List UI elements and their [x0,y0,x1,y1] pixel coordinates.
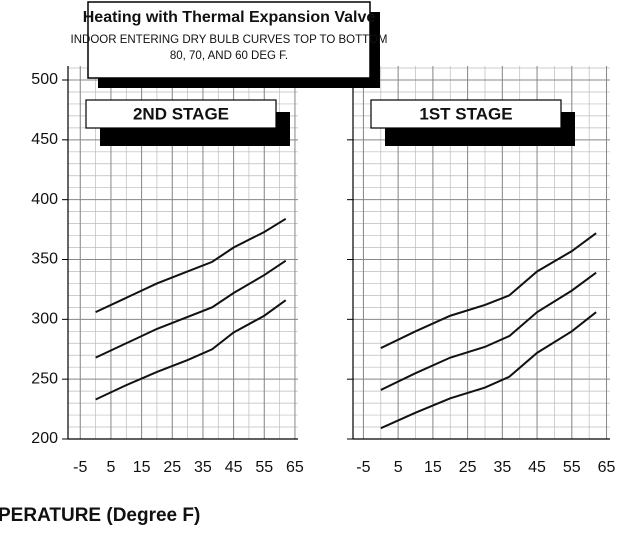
x-tick-label: 15 [424,459,442,476]
x-tick-label: -5 [356,459,370,476]
panel-title: 1ST STAGE [419,104,512,123]
subtitle: 80, 70, AND 60 DEG F. [170,50,288,62]
title-box [87,1,371,79]
x-tick-label: 55 [255,459,273,476]
x-axis-label: PERATURE (Degree F) [0,505,200,526]
x-tick-label: 5 [106,459,115,476]
x-tick-label: 35 [493,459,511,476]
curve [380,271,597,391]
curve [95,217,287,314]
x-tick-label: 45 [225,459,243,476]
x-tick-label: 65 [598,459,616,476]
y-tick-label: 450 [31,131,58,148]
x-tick-label: 65 [286,459,304,476]
subtitle: INDOOR ENTERING DRY BULB CURVES TOP TO B… [71,34,388,46]
curve [380,232,597,349]
y-tick-label: 250 [31,370,58,387]
x-tick-label: 45 [528,459,546,476]
y-tick-label: 500 [31,71,58,88]
plots: 200 250 300 350 400 450 500 -5 5 15 25 35 45 55 65 2ND … [31,66,616,476]
panel-title-box [370,99,562,129]
y-tick-label: 400 [31,191,58,208]
curve [95,259,287,359]
x-tick-label: 15 [133,459,151,476]
y-tick-label: 300 [31,311,58,328]
x-tick-label: -5 [73,459,87,476]
x-tick-label: 35 [194,459,212,476]
curve [380,311,597,430]
panel-title: 2ND STAGE [133,104,229,123]
title: Heating with Thermal Expansion Valve [83,9,376,26]
panel-title-box [85,99,277,129]
x-tick-label: 25 [163,459,181,476]
x-tick-label: 25 [459,459,477,476]
y-tick-label: 200 [31,430,58,447]
x-tick-label: 5 [394,459,403,476]
curve [95,299,287,401]
x-tick-label: 55 [563,459,581,476]
y-tick-label: 350 [31,251,58,268]
